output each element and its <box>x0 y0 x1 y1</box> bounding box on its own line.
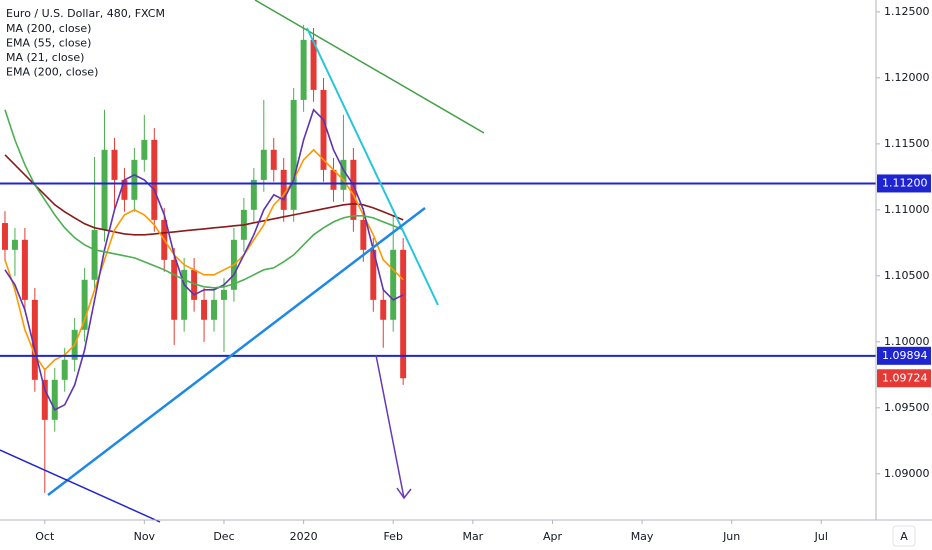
y-tick-label: 1.10500 <box>884 269 930 282</box>
arrow-head <box>396 487 412 500</box>
candle-body <box>370 249 377 300</box>
x-tick-label: Mar <box>462 530 483 543</box>
x-tick-label: Jun <box>722 530 740 543</box>
x-tick-label: 2020 <box>290 530 318 543</box>
candle-body <box>390 249 397 320</box>
candle-body <box>310 39 317 90</box>
legend-entry: EMA (55, close) <box>6 37 91 50</box>
axes: 1.12500 1.12000 1.11500 1.11000 1.10500 1.100… <box>35 5 931 543</box>
candle-body <box>250 179 257 210</box>
candle-body <box>220 289 227 300</box>
chart-title: Euro / U.S. Dollar, 480, FXCM <box>6 7 165 20</box>
candle-body <box>91 229 98 280</box>
x-tick-label: Dec <box>213 530 234 543</box>
legend-entry: MA (21, close) <box>6 51 84 64</box>
indicator-line <box>4 108 404 411</box>
candle-body <box>41 379 48 420</box>
y-tick-label: 1.11500 <box>884 137 930 150</box>
indicator-line <box>4 109 404 289</box>
candle-body <box>280 169 287 210</box>
candle-body <box>350 159 357 220</box>
price-label: 1.09894 <box>882 349 928 362</box>
candle-body <box>11 239 18 250</box>
candle-body <box>290 99 297 210</box>
candle-body <box>61 359 68 380</box>
candle-body <box>151 139 158 220</box>
y-tick-label: 1.12000 <box>884 71 930 84</box>
scale-button[interactable] <box>892 525 916 547</box>
candle-body <box>111 149 118 180</box>
y-tick-label: 1.12500 <box>884 5 930 18</box>
price-label-box <box>877 174 931 193</box>
candle-body <box>380 299 387 320</box>
price-label-box <box>877 369 931 388</box>
x-tick-label: Feb <box>383 530 402 543</box>
candle-body <box>340 159 347 190</box>
candle-body <box>81 279 88 330</box>
candle-body <box>320 89 327 170</box>
candle-body <box>31 299 38 380</box>
indicator-line <box>4 148 404 372</box>
candle-body <box>201 299 208 320</box>
x-tick-label: Oct <box>35 530 55 543</box>
candle-body <box>211 299 218 320</box>
legend: Euro / U.S. Dollar, 480, FXCM MA (200, c… <box>6 7 165 79</box>
x-tick-label: May <box>631 530 654 543</box>
x-tick-label: Jul <box>814 530 828 543</box>
trend-line <box>306 27 439 306</box>
candle-body <box>400 249 407 379</box>
candle-body <box>181 269 188 320</box>
indicator-line <box>4 154 404 236</box>
y-tick-label: 1.11000 <box>884 203 930 216</box>
candle-body <box>131 159 138 200</box>
candle-body <box>171 259 178 320</box>
scale-button-label[interactable]: A <box>900 530 908 543</box>
price-label: 1.09724 <box>882 371 928 384</box>
candle-body <box>260 149 267 180</box>
price-label-box <box>877 346 931 365</box>
trend-line <box>47 207 426 496</box>
legend-entry: MA (200, close) <box>6 22 91 35</box>
candle-body <box>121 179 128 200</box>
candle-body <box>101 149 108 230</box>
candle-body <box>270 149 277 170</box>
candle-body <box>141 139 148 160</box>
legend-entry: EMA (200, close) <box>6 66 98 79</box>
candle-body <box>21 239 28 300</box>
plot-area <box>0 24 876 493</box>
y-tick-label: 1.09500 <box>884 401 930 414</box>
candle-body <box>300 39 307 100</box>
y-tick-label: 1.09000 <box>884 467 930 480</box>
y-tick-label: 1.10000 <box>884 335 930 348</box>
candle-body <box>51 379 58 420</box>
x-tick-label: Nov <box>134 530 156 543</box>
candle-body <box>330 169 337 190</box>
candle-body <box>1 223 8 250</box>
arrow <box>375 354 405 499</box>
trend-line <box>254 0 485 134</box>
price-label: 1.11200 <box>882 176 928 189</box>
candle-body <box>360 219 367 250</box>
x-tick-label: Apr <box>543 530 563 543</box>
trend-line <box>0 449 161 523</box>
candle-body <box>191 269 198 300</box>
